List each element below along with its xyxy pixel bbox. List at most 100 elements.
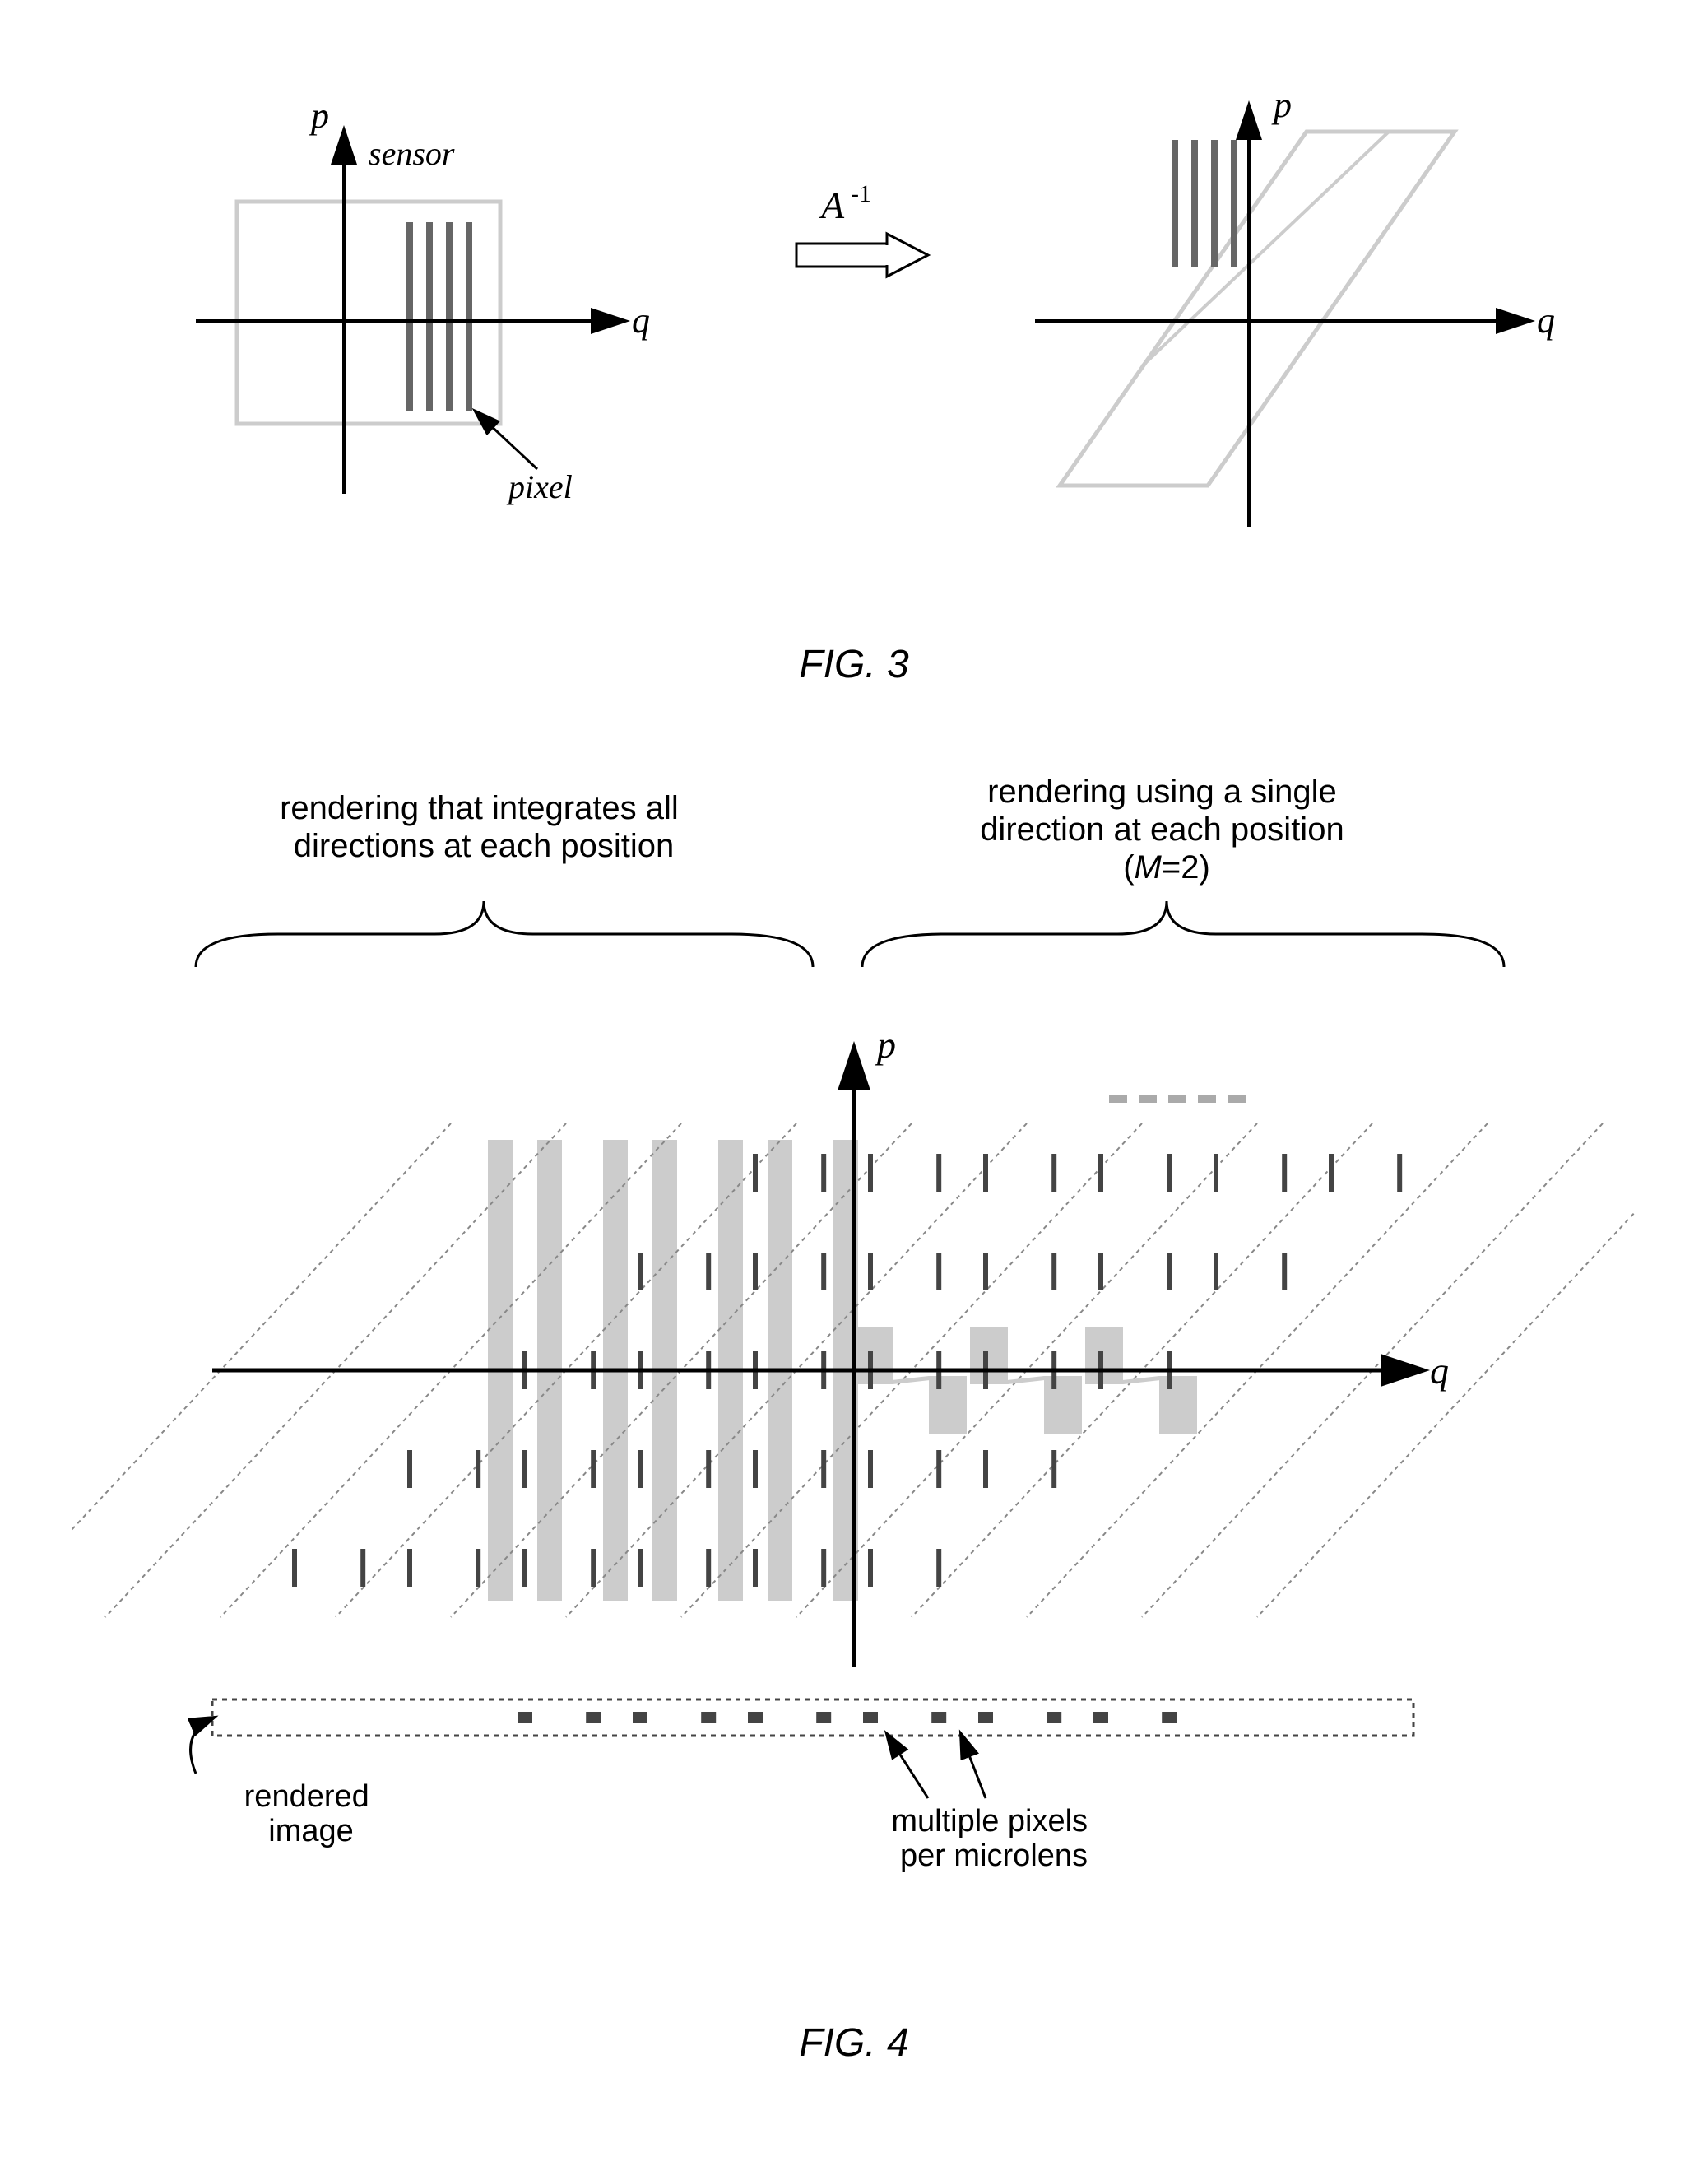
- pixel-bar: [446, 222, 453, 411]
- pixel-tick: [407, 1549, 412, 1587]
- rendered-dot: [1047, 1712, 1061, 1723]
- pixel-tick: [1051, 1450, 1056, 1488]
- pixel-tick: [1214, 1154, 1218, 1192]
- fig4-svg: rendering that integrates all directions…: [72, 753, 1636, 1987]
- highlight-box: [1085, 1327, 1123, 1384]
- pixel-tick: [476, 1450, 480, 1488]
- pixel-tick: [706, 1549, 711, 1587]
- rendered-dot: [931, 1712, 946, 1723]
- pixel-tick: [638, 1450, 643, 1488]
- pixel-tick: [936, 1154, 941, 1192]
- rendered-strip: [212, 1699, 1413, 1736]
- pixel-tick: [1329, 1154, 1334, 1192]
- rendered-label: rendered image: [244, 1779, 378, 1848]
- pixel-tick: [821, 1154, 826, 1192]
- transform-exp: -1: [851, 180, 871, 207]
- fig3-caption: FIG. 3: [33, 642, 1675, 687]
- fig4-caption: FIG. 4: [33, 2020, 1675, 2066]
- pixel-tick: [292, 1549, 297, 1587]
- rendered-dots: [518, 1712, 1177, 1723]
- q-axis-label: q: [1430, 1350, 1449, 1392]
- pixel-tick: [821, 1253, 826, 1290]
- pixel-tick: [1167, 1154, 1172, 1192]
- label-right: rendering using a single direction at ea…: [980, 774, 1353, 886]
- pixel-pointer: [476, 411, 537, 469]
- pixel-tick: [706, 1253, 711, 1290]
- pixel-tick: [821, 1549, 826, 1587]
- fig3-svg: p q sensor pixel A -1: [72, 33, 1636, 609]
- pixel-bar: [466, 222, 472, 411]
- highlight-box: [1159, 1376, 1197, 1434]
- pixel-tick: [753, 1549, 758, 1587]
- pixel-tick: [476, 1549, 480, 1587]
- rendered-pointer: [191, 1718, 214, 1774]
- pixel-tick: [1051, 1154, 1056, 1192]
- brace-right: [862, 901, 1504, 967]
- rendered-dot: [586, 1712, 601, 1723]
- shear-inner: [1142, 132, 1389, 366]
- pixel-tick: [1282, 1154, 1287, 1192]
- fig3-right-plot: p q: [1035, 85, 1555, 527]
- pixel-tick: [821, 1450, 826, 1488]
- rendered-dot: [978, 1712, 993, 1723]
- pixel-tick: [1167, 1253, 1172, 1290]
- rendered-dot: [1093, 1712, 1108, 1723]
- p-axis-label: p: [875, 1024, 896, 1066]
- pixel-tick: [983, 1154, 988, 1192]
- rendered-dot: [518, 1712, 532, 1723]
- pixel-tick: [868, 1549, 873, 1587]
- p-axis-label: p: [1271, 85, 1292, 125]
- pixel-tick: [638, 1549, 643, 1587]
- rendered-dot: [748, 1712, 763, 1723]
- pixel-tick: [638, 1253, 643, 1290]
- pixel-tick: [936, 1549, 941, 1587]
- transform-arrow-group: A -1: [796, 180, 928, 277]
- pixel-tick: [522, 1450, 527, 1488]
- pixel-tick: [868, 1253, 873, 1290]
- pixel-label: pixel: [506, 468, 573, 505]
- pixel-tick: [1098, 1154, 1103, 1192]
- fig4-plot: p q rendered image multiple pixels per m…: [72, 1024, 1636, 1873]
- q-axis-label: q: [632, 300, 650, 341]
- p-axis-label: p: [309, 95, 329, 136]
- figure-3: p q sensor pixel A -1: [33, 33, 1675, 687]
- highlight-box: [1044, 1376, 1082, 1434]
- fig3-left-plot: p q sensor pixel: [196, 95, 650, 505]
- right-highlights: [855, 1327, 1197, 1434]
- pixel-tick: [753, 1253, 758, 1290]
- highlight-box: [970, 1327, 1008, 1384]
- rendered-dot: [863, 1712, 878, 1723]
- pixel-tick: [360, 1549, 365, 1587]
- pixel-bar: [406, 222, 413, 411]
- pixels-pointer-2: [961, 1734, 986, 1798]
- pixel-tick: [753, 1154, 758, 1192]
- pixel-tick: [753, 1450, 758, 1488]
- pixel-tick: [591, 1549, 596, 1587]
- pixel-bar: [1231, 140, 1237, 267]
- pixel-tick: [1214, 1253, 1218, 1290]
- pixel-tick: [522, 1549, 527, 1587]
- q-axis-label: q: [1537, 300, 1555, 341]
- rendered-dot: [1162, 1712, 1177, 1723]
- pixel-tick: [407, 1450, 412, 1488]
- highlight-box: [855, 1327, 893, 1384]
- highlight-box: [929, 1376, 967, 1434]
- pixel-tick: [936, 1253, 941, 1290]
- pixel-tick: [868, 1450, 873, 1488]
- pixel-tick: [706, 1450, 711, 1488]
- figure-4: rendering that integrates all directions…: [33, 753, 1675, 2066]
- sheared-sensor: [1060, 132, 1455, 486]
- pixels-label: multiple pixels per microlens: [891, 1804, 1096, 1873]
- pixel-tick: [983, 1253, 988, 1290]
- pixel-tick: [1397, 1154, 1402, 1192]
- pixel-tick: [868, 1154, 873, 1192]
- sensor-box: [237, 202, 500, 424]
- pixel-tick: [983, 1450, 988, 1488]
- pixel-tick: [1282, 1253, 1287, 1290]
- top-labels: rendering that integrates all directions…: [196, 774, 1504, 967]
- rendered-dot: [816, 1712, 831, 1723]
- rendered-dot: [701, 1712, 716, 1723]
- pixel-tick: [936, 1450, 941, 1488]
- open-arrow: [796, 234, 928, 277]
- pixel-bar: [1191, 140, 1198, 267]
